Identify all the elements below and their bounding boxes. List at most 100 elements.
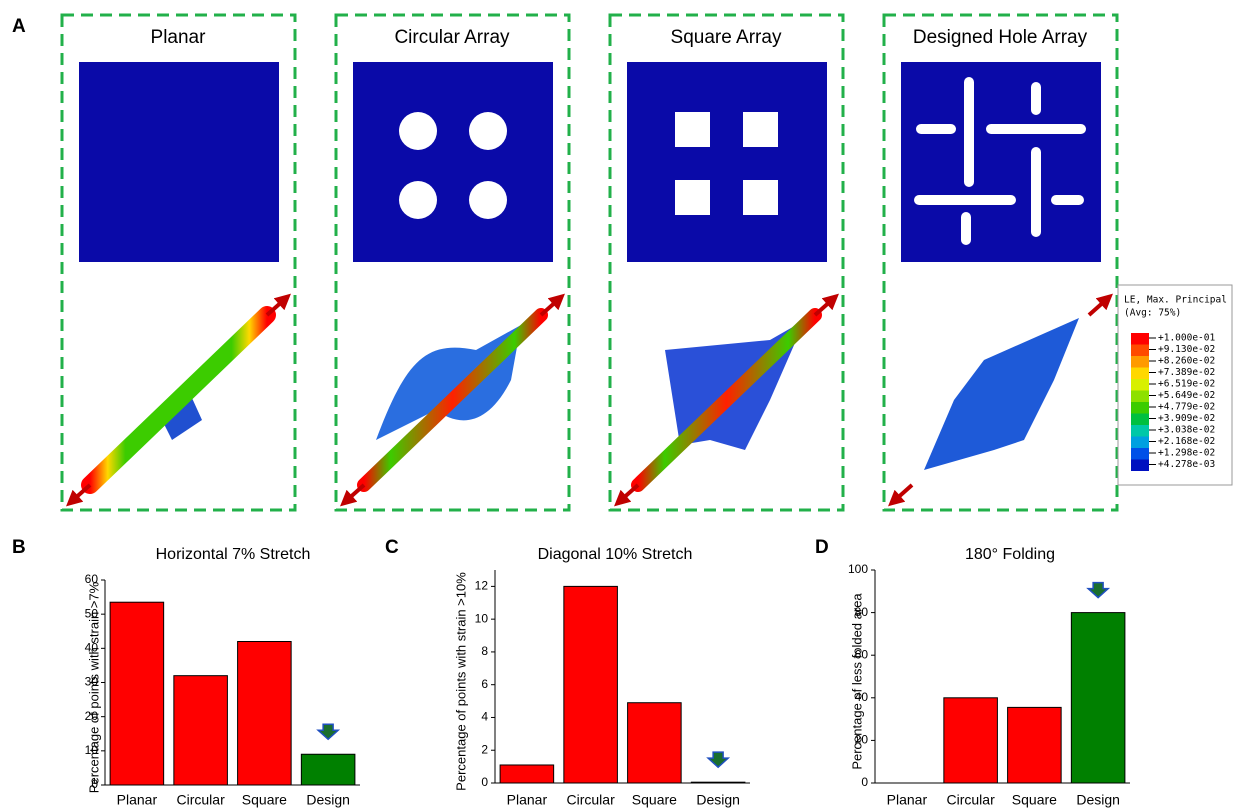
panel-a: Planar Circular Array Square Array Designed… — [62, 15, 1117, 510]
hole — [469, 181, 507, 219]
x-tick-label: Circular — [567, 792, 616, 808]
x-tick-label: Square — [632, 792, 677, 808]
bar — [301, 754, 355, 785]
y-tick-label: 4 — [481, 710, 488, 724]
panel-title: Designed Hole Array — [913, 27, 1088, 48]
arrow — [620, 485, 638, 501]
legend-label: +4.278e-03 — [1158, 459, 1215, 470]
y-tick-label: 10 — [475, 611, 489, 625]
bar — [110, 602, 164, 785]
arrow — [815, 299, 833, 315]
x-tick-label: Planar — [887, 792, 928, 808]
bar — [691, 782, 745, 783]
hole — [675, 180, 710, 215]
y-tick-label: 40 — [855, 690, 869, 704]
bar — [174, 676, 228, 785]
arrow — [541, 299, 559, 315]
legend: LE, Max. Principal (Avg: 75%) +1.000e-01… — [1118, 285, 1232, 485]
sheet — [353, 62, 553, 262]
legend-swatch — [1131, 368, 1149, 380]
legend-swatch — [1131, 437, 1149, 449]
y-tick-label: 60 — [855, 647, 869, 661]
x-tick-label: Circular — [177, 792, 226, 808]
panel-title: Square Array — [671, 27, 782, 48]
legend-label: +1.298e-02 — [1158, 448, 1215, 459]
legend-label: +3.909e-02 — [1158, 413, 1215, 424]
legend-label: +9.130e-02 — [1158, 344, 1215, 355]
panel-label: B — [12, 537, 26, 558]
highlight-arrow — [708, 752, 728, 767]
y-tick-label: 10 — [85, 743, 99, 757]
legend-swatch — [1131, 460, 1149, 472]
chart-title: Horizontal 7% Stretch — [156, 546, 311, 563]
bar — [500, 765, 554, 783]
hole — [675, 112, 710, 147]
x-tick-label: Design — [306, 792, 350, 808]
arrow — [346, 485, 364, 501]
y-tick-label: 80 — [855, 605, 869, 619]
legend-swatch — [1131, 414, 1149, 426]
highlight-arrow — [318, 724, 338, 739]
hole — [743, 112, 778, 147]
x-tick-label: Planar — [117, 792, 158, 808]
bar — [628, 703, 682, 783]
legend-swatch — [1131, 448, 1149, 460]
y-tick-label: 50 — [85, 606, 99, 620]
x-tick-label: Circular — [947, 792, 996, 808]
deformed-band — [364, 315, 541, 485]
legend-swatch — [1131, 356, 1149, 368]
legend-label: +3.038e-02 — [1158, 425, 1215, 436]
y-tick-label: 30 — [85, 675, 99, 689]
sheet — [901, 62, 1101, 262]
y-tick-label: 100 — [848, 562, 868, 576]
legend-label: +5.649e-02 — [1158, 390, 1215, 401]
hole — [399, 181, 437, 219]
y-tick-label: 40 — [85, 641, 99, 655]
legend-swatch — [1131, 333, 1149, 345]
y-tick-label: 0 — [91, 777, 98, 791]
y-tick-label: 20 — [85, 709, 99, 723]
highlight-arrow — [1088, 583, 1108, 598]
legend-swatch — [1131, 345, 1149, 357]
panel-title: Circular Array — [394, 27, 510, 48]
x-tick-label: Square — [242, 792, 287, 808]
blob — [376, 325, 521, 440]
y-tick-label: 8 — [481, 644, 488, 658]
y-tick-label: 12 — [475, 579, 489, 593]
figure: A PlanarCircular ArraySquare ArrayDesign… — [0, 0, 1233, 809]
deformed-band — [90, 315, 267, 485]
arrow — [894, 485, 912, 501]
blob — [924, 318, 1079, 470]
legend-swatch — [1131, 391, 1149, 403]
y-tick-label: 0 — [861, 775, 868, 789]
deformed-band — [638, 315, 815, 485]
hole — [399, 112, 437, 150]
hole — [469, 112, 507, 150]
y-axis-label: Percentage of points with strain >10% — [453, 572, 468, 791]
hole — [743, 180, 778, 215]
arrow — [1089, 299, 1107, 315]
legend-swatch — [1131, 425, 1149, 437]
panel-label: D — [815, 537, 829, 558]
x-tick-label: Design — [696, 792, 740, 808]
y-tick-label: 6 — [481, 677, 488, 691]
bar — [1008, 707, 1062, 783]
x-tick-label: Planar — [507, 792, 548, 808]
bar — [238, 642, 292, 786]
y-tick-label: 0 — [481, 775, 488, 789]
legend-label: +1.000e-01 — [1158, 333, 1215, 344]
legend-swatch — [1131, 379, 1149, 391]
panel-title: Planar — [151, 27, 207, 48]
chart-title: 180° Folding — [965, 546, 1055, 563]
bar — [1071, 613, 1125, 783]
x-tick-label: Design — [1076, 792, 1120, 808]
legend-subtitle: (Avg: 75%) — [1124, 308, 1181, 319]
legend-label: +7.389e-02 — [1158, 367, 1215, 378]
legend-label: +4.779e-02 — [1158, 402, 1215, 413]
chart-title: Diagonal 10% Stretch — [538, 546, 693, 563]
legend-swatch — [1131, 402, 1149, 414]
bar — [944, 698, 998, 783]
x-tick-label: Square — [1012, 792, 1057, 808]
legend-label: +6.519e-02 — [1158, 379, 1215, 390]
y-tick-label: 2 — [481, 742, 488, 756]
